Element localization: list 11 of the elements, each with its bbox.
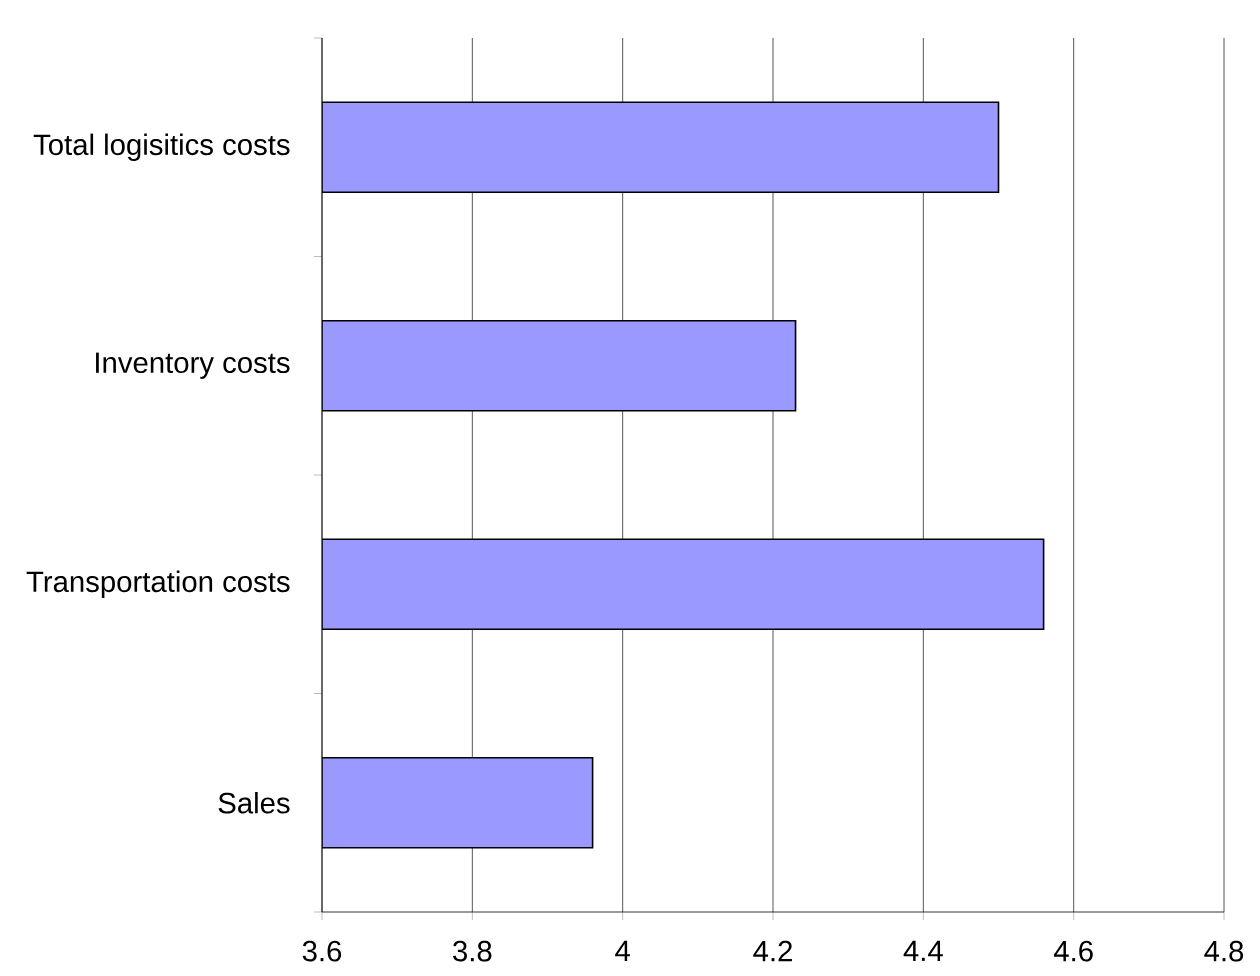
x-tick-label: 3.6: [302, 940, 342, 962]
y-tick-label: Total logisitics costs: [33, 133, 290, 161]
x-tick-label: 3.8: [453, 940, 492, 962]
x-tick-label: 4.6: [1053, 940, 1093, 962]
y-tick-label: Transportation costs: [26, 570, 290, 598]
x-tick-label: 4.4: [903, 940, 943, 961]
y-tick-label: Sales: [218, 791, 290, 814]
y-tick-label: Inventory costs: [96, 352, 290, 379]
x-tick-label: 4.2: [753, 940, 792, 962]
x-tick-label: 4.8: [1204, 940, 1244, 962]
x-tick-label: 4: [615, 940, 630, 961]
